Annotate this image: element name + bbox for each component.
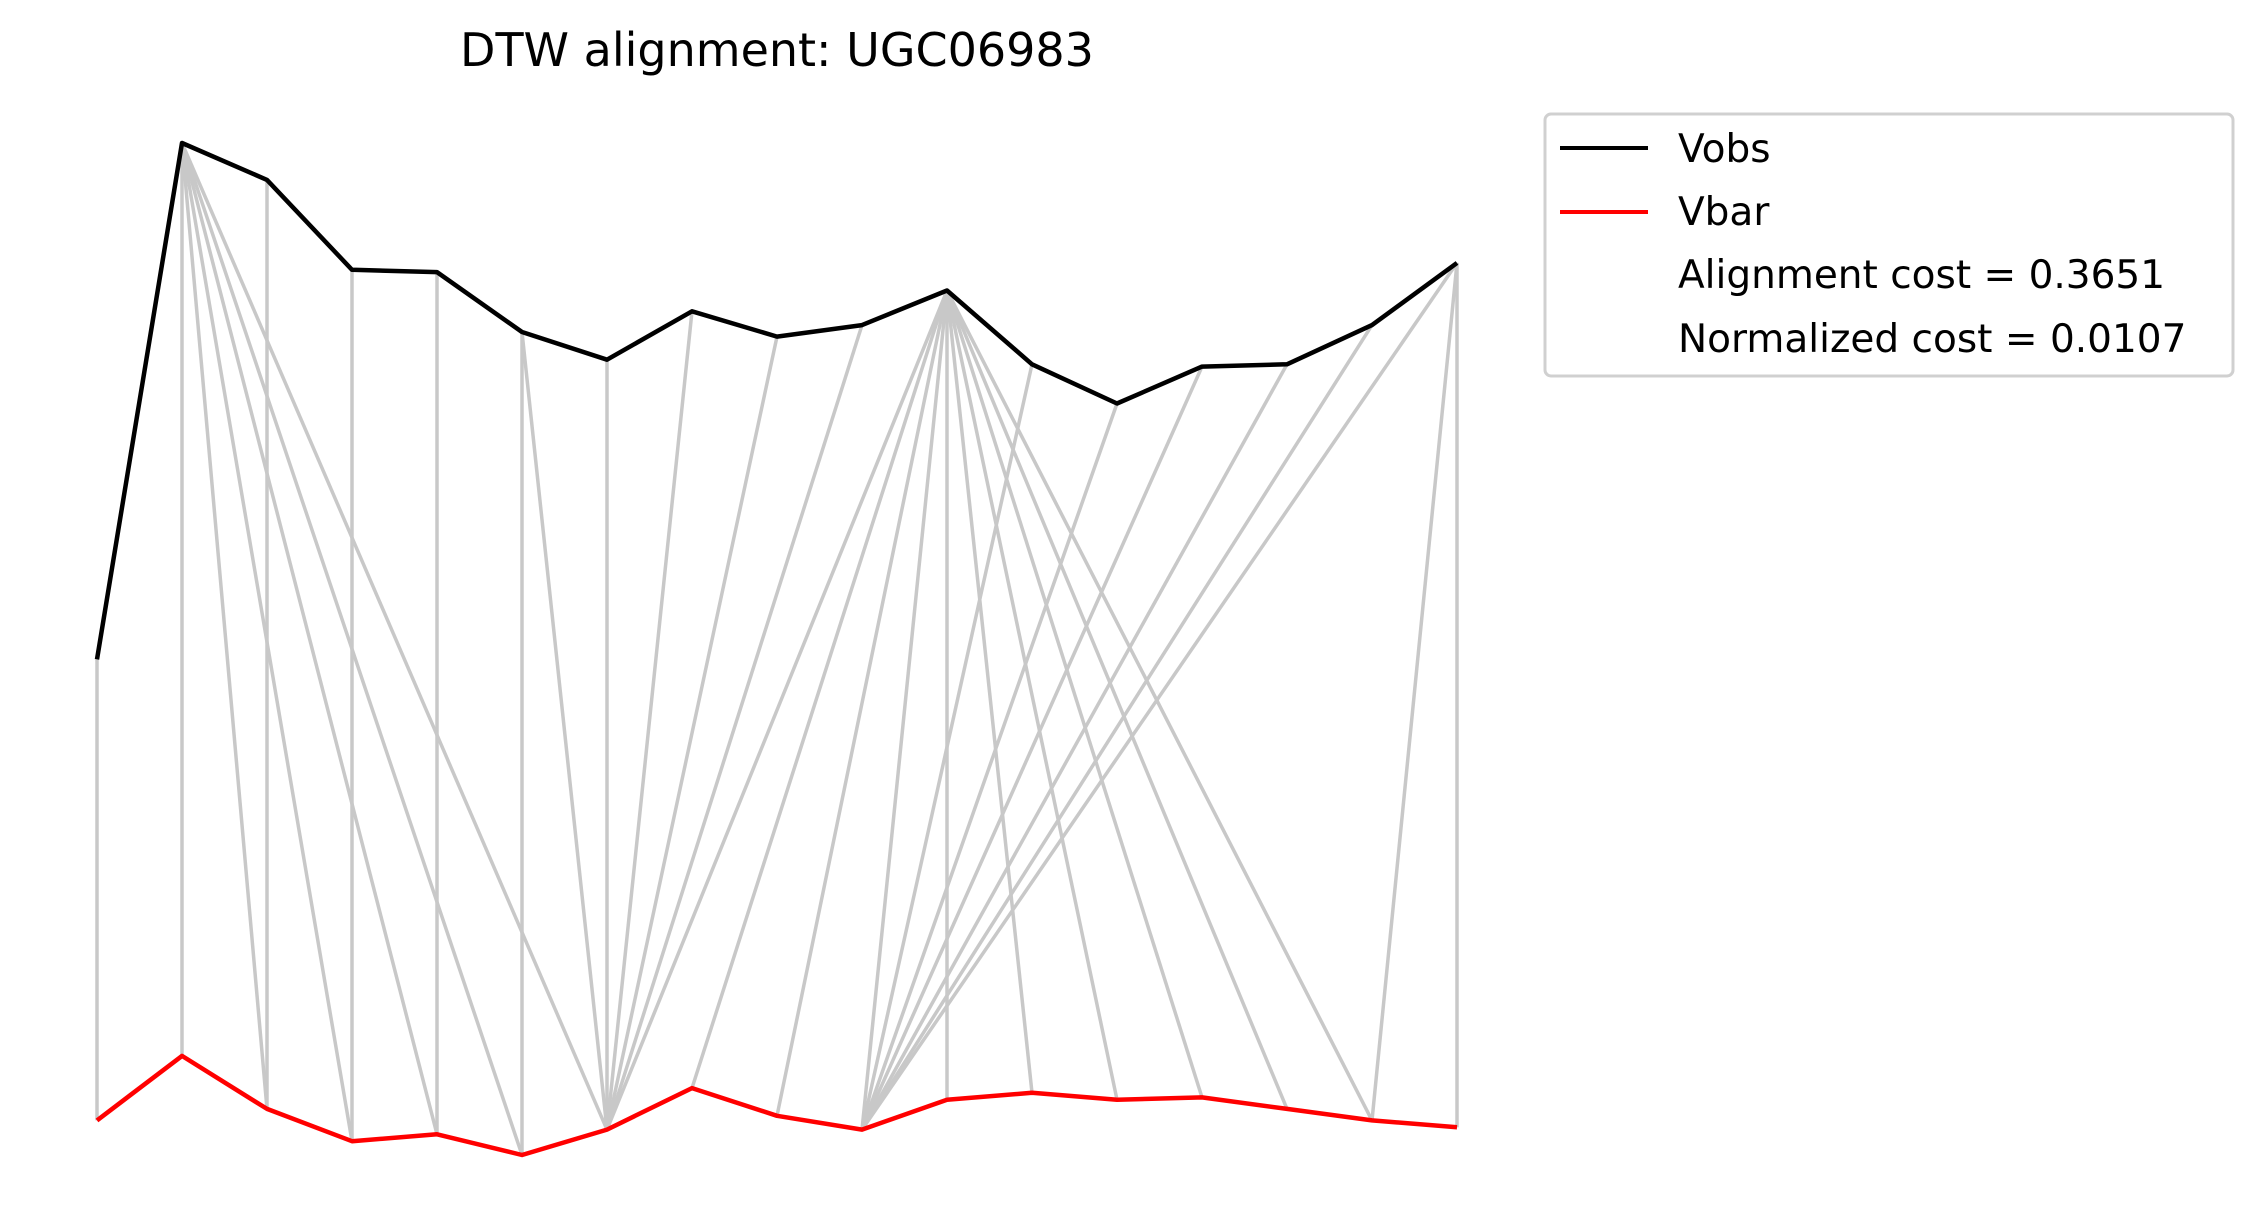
legend-frame: [1543, 112, 2235, 378]
alignment-line-28: [860, 365, 1204, 1131]
alignment-line-14: [605, 336, 779, 1131]
alignment-line-16: [605, 289, 949, 1131]
alignment-line-29: [860, 363, 1289, 1131]
alignment-line-31: [860, 261, 1459, 1131]
alignment-line-27: [860, 402, 1119, 1131]
alignment-line-24: [945, 289, 1289, 1110]
series-line-vbar: [95, 1053, 1458, 1158]
legend: Vobs Vbar Alignment cost = 0.3651 Normal…: [1543, 112, 2235, 378]
alignment-line-11: [520, 331, 609, 1130]
legend-alignment-cost: Alignment cost = 0.3651: [1678, 253, 2165, 298]
alignment-line-17: [690, 290, 949, 1089]
alignment-line-13: [605, 311, 694, 1130]
alignment-line-23: [945, 290, 1204, 1098]
series-lines: [94, 140, 1459, 1158]
alignment-line-2: [180, 142, 269, 1110]
alignment-line-21: [945, 290, 1034, 1093]
alignment-line-32: [1370, 262, 1459, 1121]
alignment-line-30: [860, 324, 1374, 1131]
alignment-line-6: [180, 142, 609, 1131]
alignment-line-18: [775, 290, 949, 1117]
alignment-line-4: [180, 142, 439, 1135]
chart-title: DTW alignment: UGC06983: [460, 23, 1094, 77]
legend-label-vobs: Vobs: [1678, 127, 1771, 172]
alignment-lines: [95, 142, 1459, 1156]
alignment-line-19: [860, 290, 949, 1130]
legend-normalized-cost: Normalized cost = 0.0107: [1678, 317, 2186, 362]
alignment-line-22: [945, 290, 1119, 1101]
alignment-line-26: [860, 363, 1034, 1131]
legend-label-vbar: Vbar: [1678, 190, 1770, 235]
alignment-line-15: [605, 324, 864, 1131]
series-line-vobs: [94, 140, 1459, 660]
